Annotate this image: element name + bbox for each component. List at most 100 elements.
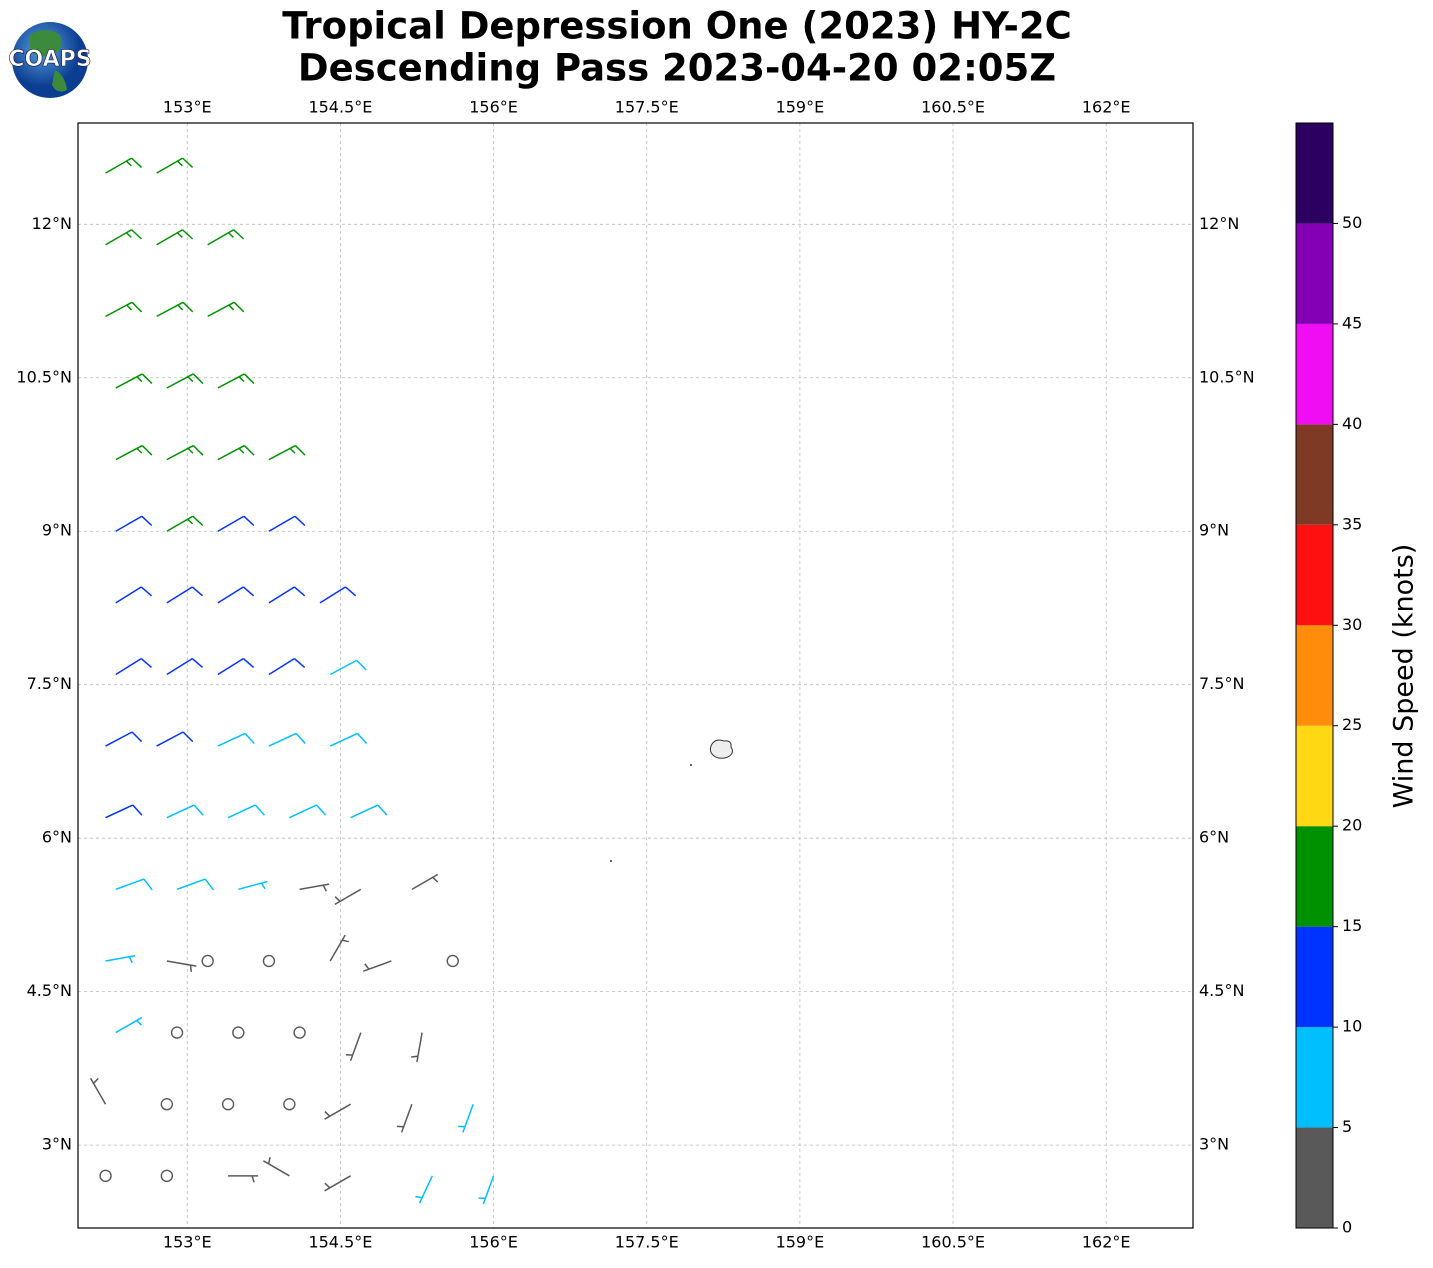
wind-barb (458, 1103, 474, 1133)
wind-barb (156, 301, 194, 318)
wind-barb (176, 878, 215, 891)
colorbar-label: Wind Speed (knots) (1389, 544, 1420, 809)
wind-barb (156, 157, 194, 174)
logo-text: COAPS (8, 47, 91, 72)
colorbar-tick-label: 15 (1342, 916, 1362, 935)
wind-barb (105, 955, 136, 964)
colorbar-tick-label: 0 (1342, 1218, 1352, 1237)
colorbar-tick-label: 40 (1342, 414, 1362, 433)
colorbar-tick-label: 35 (1342, 514, 1362, 533)
wind-barb (415, 1175, 433, 1204)
colorbar-tick-label: 10 (1342, 1017, 1362, 1036)
y-tick-label: 6°N (42, 828, 72, 847)
wind-barb (227, 804, 265, 819)
y-tick-label: 7.5°N (27, 674, 72, 693)
wind-barb (115, 586, 152, 604)
wind-barb (207, 301, 245, 318)
chart-title: Tropical Depression One (2023) HY-2C (282, 5, 1072, 48)
wind-barb (166, 444, 204, 461)
wind-barb (217, 515, 255, 532)
calm-marker (293, 1026, 306, 1039)
island (709, 739, 733, 759)
plot-area (89, 157, 733, 1205)
colorbar-tick-label: 30 (1342, 615, 1362, 634)
x-tick-label: 156°E (469, 1233, 518, 1252)
x-tick-label: 157.5°E (615, 1233, 679, 1252)
wind-barb (217, 444, 255, 461)
wind-barb (115, 657, 152, 676)
y-tick-label: 7.5°N (1199, 674, 1244, 693)
y-tick-label: 4.5°N (27, 981, 72, 1000)
colorbar-tick-label: 5 (1342, 1117, 1352, 1136)
y-tick-label: 10.5°N (16, 367, 72, 386)
island (610, 860, 612, 862)
wind-barb (329, 732, 368, 747)
wind-barb (289, 804, 327, 819)
colorbar-segment (1296, 1127, 1333, 1228)
wind-barb (263, 1157, 290, 1177)
colorbar-segment (1296, 223, 1333, 324)
wind-barb (217, 373, 255, 389)
logo: COAPS (8, 22, 92, 98)
wind-barb (329, 659, 367, 676)
wind-barb (350, 804, 388, 819)
wind-barb (166, 804, 204, 819)
y-tick-label: 3°N (42, 1135, 72, 1154)
wind-barb (105, 157, 143, 174)
wind-barb (411, 1032, 423, 1063)
y-tick-label: 6°N (1199, 828, 1229, 847)
plot-frame (77, 122, 1194, 1229)
x-tick-label: 159°E (776, 98, 825, 117)
barb-layer (89, 157, 495, 1205)
wind-barb (324, 1103, 351, 1120)
y-tick-label: 12°N (32, 214, 72, 233)
wind-barb (89, 1077, 107, 1105)
wind-barb (299, 883, 330, 892)
calm-marker (160, 1169, 174, 1183)
island (690, 764, 692, 766)
colorbar-segment (1296, 625, 1333, 726)
wind-barb (268, 657, 306, 676)
calm-marker (262, 954, 276, 968)
wind-barb (166, 515, 204, 532)
wind-barb (166, 586, 204, 604)
colorbar-segment (1296, 524, 1333, 626)
wind-barb (268, 586, 306, 604)
x-tick-label: 160.5°E (921, 98, 985, 117)
x-tick-label: 162°E (1082, 1233, 1131, 1252)
colorbar-tick-label: 25 (1342, 715, 1362, 734)
x-tick-label: 156°E (469, 98, 518, 117)
calm-marker (170, 1026, 184, 1039)
wind-barb (166, 373, 204, 389)
wind-barb (478, 1175, 495, 1205)
wind-barb (105, 804, 143, 819)
x-tick-label: 153°E (163, 1233, 212, 1252)
wind-barb (207, 229, 245, 246)
wind-barb (228, 1175, 259, 1183)
wind-barb (319, 586, 357, 604)
calm-marker (232, 1026, 245, 1039)
y-tick-label: 9°N (1199, 521, 1229, 540)
x-tick-label: 162°E (1082, 98, 1131, 117)
wind-barb (324, 1175, 351, 1192)
calm-marker (283, 1097, 296, 1111)
calm-marker (221, 1097, 235, 1111)
axis-labels: 153°E 153°E 154.5°E 154.5°E 156°E 156°E 157.5°… (16, 98, 1254, 1252)
wind-barb (105, 229, 143, 246)
colorbar-segment (1296, 826, 1333, 927)
x-tick-label: 159°E (776, 1233, 825, 1252)
wind-barb (396, 1103, 413, 1133)
y-tick-label: 4.5°N (1199, 981, 1244, 1000)
colorbar-segment (1296, 323, 1333, 425)
wind-barb (115, 1016, 143, 1034)
x-tick-label: 154.5°E (308, 98, 372, 117)
colorbar-frame (1295, 122, 1334, 1229)
wind-barb (115, 878, 153, 891)
colorbar-segment (1296, 926, 1333, 1028)
x-tick-label: 153°E (163, 98, 212, 117)
colorbar-tick-label: 20 (1342, 816, 1362, 835)
x-tick-label: 154.5°E (308, 1233, 372, 1252)
wind-barb (166, 657, 204, 676)
wind-barb (105, 731, 143, 747)
